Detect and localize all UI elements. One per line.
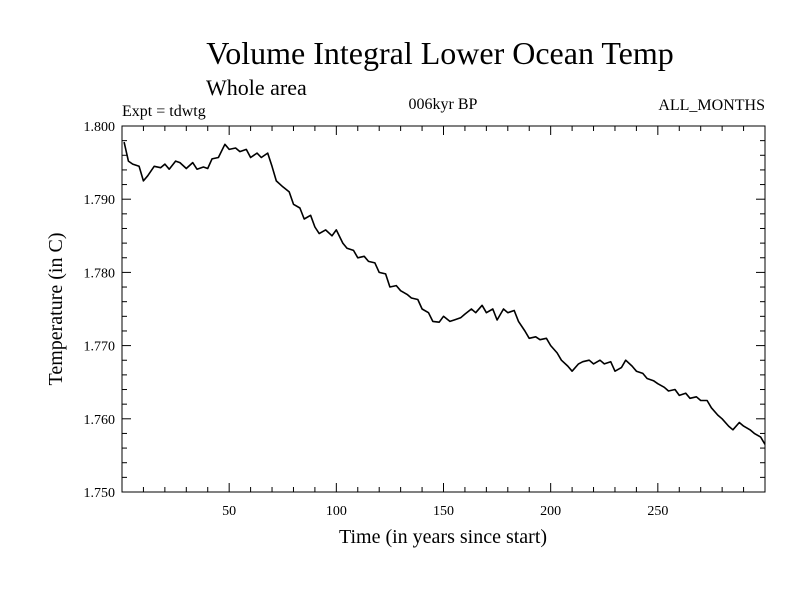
x-tick-label: 100 bbox=[326, 504, 347, 519]
x-tick-label: 250 bbox=[647, 504, 668, 519]
chart-title: Volume Integral Lower Ocean Temp bbox=[206, 35, 674, 71]
y-tick-label: 1.760 bbox=[84, 413, 116, 428]
axis-ticks bbox=[122, 126, 765, 492]
temperature-series-line bbox=[123, 141, 766, 445]
y-axis-label: Temperature (in C) bbox=[45, 233, 67, 386]
x-axis-label: Time (in years since start) bbox=[339, 526, 547, 548]
y-tick-label: 1.790 bbox=[84, 193, 116, 208]
y-tick-label: 1.780 bbox=[84, 266, 116, 281]
months-label: ALL_MONTHS bbox=[658, 97, 765, 114]
experiment-label: Expt = tdwtg bbox=[122, 103, 206, 120]
x-tick-label: 50 bbox=[222, 504, 236, 519]
y-tick-label: 1.770 bbox=[84, 340, 116, 355]
x-tick-label: 150 bbox=[433, 504, 454, 519]
tick-labels: 50 100 150 200 250 1.750 1.760 1.770 1.780 1.790 1… bbox=[84, 120, 669, 519]
y-tick-label: 1.800 bbox=[84, 120, 116, 135]
plot-frame bbox=[121, 125, 766, 493]
period-label: 006kyr BP bbox=[409, 96, 478, 113]
y-tick-label: 1.750 bbox=[84, 486, 116, 501]
x-tick-label: 200 bbox=[540, 504, 561, 519]
chart-subtitle: Whole area bbox=[206, 75, 307, 100]
